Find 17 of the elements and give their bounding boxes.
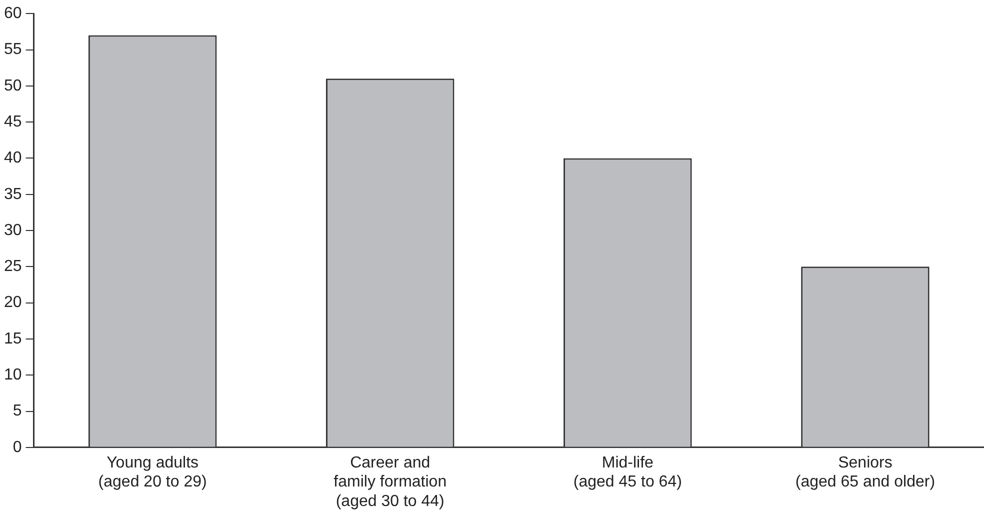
y-tick-label: 45 [4,113,22,130]
y-tick-label: 35 [4,186,22,203]
x-tick-label: Young adults (aged 20 to 29) [98,454,207,491]
x-tick-label: Seniors (aged 65 and older) [795,454,936,491]
y-tick-label: 55 [4,41,22,58]
y-tick-label: 40 [4,150,22,167]
y-tick-label: 50 [4,77,22,94]
y-tick-label: 15 [4,330,22,348]
x-tick-label: Career and family formation (aged 30 to 44) [334,454,447,510]
y-tick-label: 20 [4,294,22,312]
y-tick-label: 60 [4,5,22,22]
y-tick-label: 30 [4,222,22,239]
y-tick-label: 0 [12,438,22,456]
y-tick-label: 5 [12,402,22,420]
y-tick-label: 10 [4,366,22,384]
x-tick-label: Mid-life (aged 45 to 64) [573,454,682,491]
y-tick-label: 25 [4,258,22,276]
